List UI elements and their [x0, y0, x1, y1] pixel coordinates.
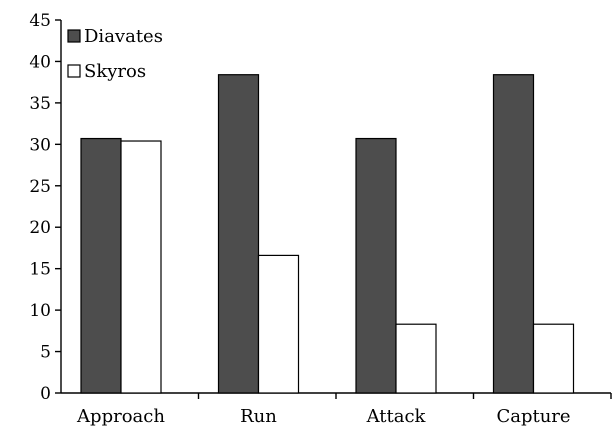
bar-diavates-run: [217, 74, 260, 394]
legend-swatch-diavates: [67, 29, 81, 43]
bar-skyros-capture: [532, 323, 575, 394]
bar-diavates-attack: [355, 137, 397, 394]
y-tick-label: 0: [40, 384, 51, 404]
y-tick-label: 20: [29, 218, 51, 238]
bar-skyros-run: [257, 254, 300, 394]
x-category-label: Run: [240, 406, 277, 427]
bar-skyros-attack: [395, 323, 437, 394]
x-category-label: Attack: [366, 406, 427, 427]
bar-skyros-approach: [120, 140, 162, 394]
legend: Diavates Skyros: [67, 26, 163, 82]
legend-label-skyros: Skyros: [84, 61, 146, 82]
legend-label-diavates: Diavates: [84, 26, 163, 47]
y-tick-label: 15: [29, 260, 51, 280]
y-tick-label: 25: [29, 177, 51, 197]
bars: [80, 74, 575, 394]
axes: 0 5 10 15 20 25 30 35 40 45 Approach Run Attack Captu…: [29, 11, 612, 427]
y-tick-label: 5: [40, 343, 51, 363]
y-tick-label: 35: [29, 94, 51, 114]
y-tick-label: 10: [29, 301, 51, 321]
y-tick-label: 45: [29, 11, 51, 31]
x-category-label: Approach: [76, 406, 165, 427]
y-tick-label: 40: [29, 52, 51, 72]
bar-diavates-capture: [492, 74, 535, 394]
legend-swatch-skyros: [67, 64, 81, 78]
y-tick-label: 30: [29, 135, 51, 155]
x-category-label: Capture: [496, 406, 570, 427]
bar-diavates-approach: [80, 137, 122, 394]
